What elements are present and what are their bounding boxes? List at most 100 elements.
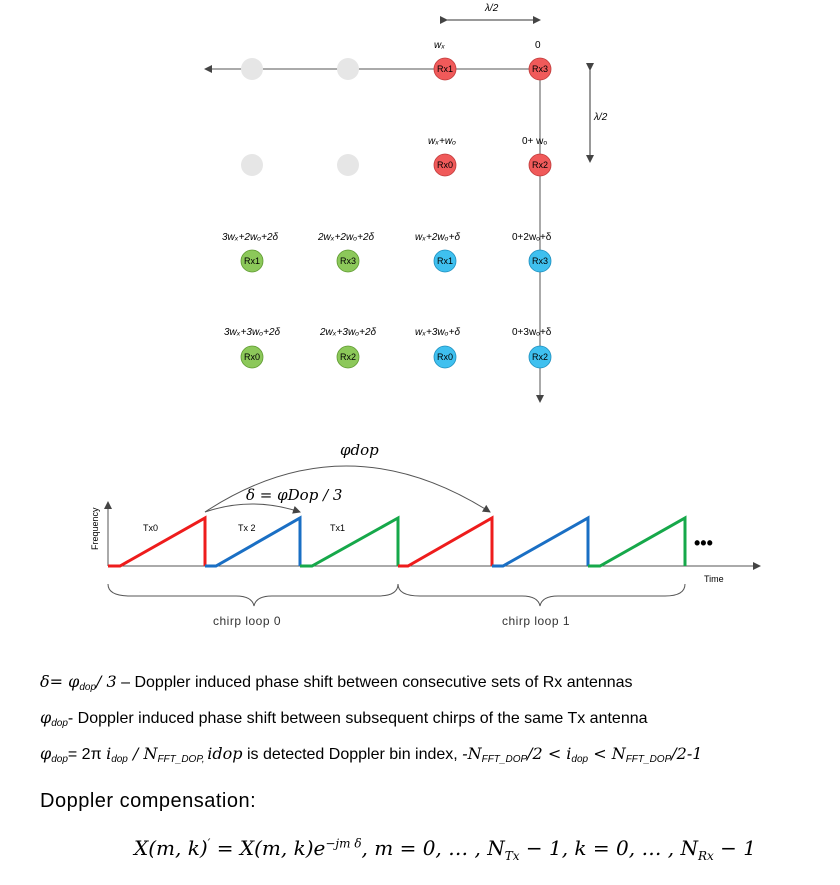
- phase-label: 2wₓ+3wₒ+2δ: [319, 327, 377, 338]
- rx-node-red: [433, 57, 457, 81]
- tx-label: Tx 2: [238, 523, 256, 533]
- gray-node: [337, 154, 359, 176]
- formula-prime: ′: [207, 836, 211, 851]
- rx-node-label: Rx0: [437, 160, 453, 170]
- gray-node: [337, 58, 359, 80]
- rx-node-red: [528, 153, 552, 177]
- rx-node-blue: [433, 249, 457, 273]
- doppler-compensation-formula: X(m, k)′ = X(m, k)e−jm δ, m = 0, … , NTx…: [134, 836, 756, 863]
- rx-node-label: Rx3: [340, 256, 356, 266]
- phase-label: 3wₓ+2wₒ+2δ: [222, 232, 279, 243]
- formula-subscript: Rx: [698, 849, 714, 863]
- rx-node-label: Rx1: [437, 256, 453, 266]
- chirp-tx1: [300, 515, 400, 568]
- rx-node-label: Rx3: [532, 64, 548, 74]
- subscript: dop: [571, 754, 589, 765]
- formula-part: , m = 0, … , N: [361, 836, 505, 860]
- rx-node-label: Rx0: [244, 352, 260, 362]
- chirp-tx0: [398, 515, 494, 568]
- rx-node-label: Rx1: [244, 256, 260, 266]
- formula-exponent: −jm δ: [325, 836, 362, 851]
- formula-subscript: Tx: [504, 849, 520, 863]
- definition-delta: δ= φdop/ 3 – Doppler induced phase shift…: [40, 672, 633, 693]
- tx-label: Tx1: [330, 523, 345, 533]
- phase-label: 0: [535, 40, 541, 51]
- rx-node-label: Rx2: [532, 352, 548, 362]
- rx-node-label: Rx3: [532, 256, 548, 266]
- phase-label: 3wₓ+3wₒ+2δ: [224, 327, 281, 338]
- definition-text: – Doppler induced phase shift between co…: [116, 674, 633, 691]
- rx-node-label: Rx2: [532, 160, 548, 170]
- subscript: dop: [79, 682, 97, 693]
- phase-label: wₓ+2wₒ+δ: [415, 232, 460, 243]
- rx-node-blue: [528, 345, 552, 369]
- subscript: dop: [111, 754, 128, 765]
- gray-node: [241, 58, 263, 80]
- formula-part: − 1, k = 0, … , N: [519, 836, 699, 860]
- chirp-loop-0-brace: [107, 583, 399, 607]
- rx-node-label: Rx0: [437, 352, 453, 362]
- formula-text: /2 < i: [527, 744, 572, 763]
- rx-node-red: [528, 57, 552, 81]
- delta-symbol: δ=: [40, 672, 69, 691]
- chirp-tx2: [205, 515, 302, 568]
- subscript: FFT_DOP: [625, 754, 672, 765]
- chirp-tx1: [588, 515, 687, 568]
- rx-node-green: [336, 249, 360, 273]
- chirp-tx0: [108, 515, 207, 568]
- doppler-compensation-title: Doppler compensation:: [40, 790, 257, 812]
- phi-dop-label: φdop: [340, 441, 379, 459]
- rx-node-blue: [433, 345, 457, 369]
- chirp-loop-label: chirp loop 1: [502, 614, 570, 628]
- formula-text: / N: [127, 744, 158, 763]
- tx-label: Tx0: [143, 523, 158, 533]
- phase-label: 0+3wₒ+δ: [512, 327, 552, 338]
- phi-dop-arc: [204, 465, 491, 513]
- rx-node-label: Rx2: [340, 352, 356, 362]
- chirp-loop-label: chirp loop 0: [213, 614, 281, 628]
- phase-label: 0+2wₒ+δ: [512, 232, 552, 243]
- phi-symbol: φ: [40, 708, 52, 727]
- rx-node-green: [240, 249, 264, 273]
- definition-text: - Doppler induced phase shift between su…: [67, 710, 648, 727]
- subscript: dop: [51, 754, 68, 765]
- phi-symbol: φ: [68, 672, 80, 691]
- rx-node-blue: [528, 249, 552, 273]
- formula-text: /2-1: [671, 744, 703, 763]
- chirp-tx2: [492, 515, 590, 568]
- continuation-ellipsis: •••: [694, 533, 713, 553]
- phase-label: wₓ+wₒ: [428, 136, 456, 147]
- rx-node-green: [336, 345, 360, 369]
- formula-text: < N: [588, 744, 626, 763]
- divisor: / 3: [96, 672, 117, 691]
- formula-text: = 2π: [67, 746, 107, 763]
- formula-text: -N: [462, 744, 482, 763]
- definition-text: is detected Doppler bin index,: [242, 746, 463, 763]
- rx-node-green: [240, 345, 264, 369]
- rx-node-label: Rx1: [437, 64, 453, 74]
- chirp-loop-1-brace: [397, 583, 686, 607]
- phi-symbol: φ: [40, 744, 52, 763]
- subscript: dop: [51, 718, 68, 729]
- rx-node-red: [433, 153, 457, 177]
- phase-label: 0+ wₒ: [522, 136, 547, 147]
- formula-part: = X(m, k)e: [210, 836, 326, 860]
- gray-node: [241, 154, 263, 176]
- formula-part: X(m, k): [134, 836, 208, 860]
- phase-label: wₓ: [434, 40, 445, 51]
- formula-text: idop: [207, 744, 243, 763]
- time-axis-label: Time: [704, 574, 724, 584]
- formula-text: i: [106, 744, 112, 763]
- definition-phi-dop: φdop- Doppler induced phase shift betwee…: [40, 708, 648, 729]
- top-spacing-label: λ/2: [484, 3, 499, 14]
- side-spacing-label: λ/2: [593, 112, 608, 123]
- delta-label: δ = φDop / 3: [246, 486, 342, 504]
- phase-label: wₓ+3wₒ+δ: [415, 327, 460, 338]
- definition-phi-formula: φdop= 2π idop / NFFT_DOP, idop is detect…: [40, 744, 702, 765]
- subscript: FFT_DOP: [481, 754, 528, 765]
- delta-arc: [204, 503, 301, 514]
- subscript: FFT_DOP,: [157, 754, 208, 765]
- frequency-axis-label: Frequency: [90, 507, 100, 550]
- phase-label: 2wₓ+2wₒ+2δ: [317, 232, 375, 243]
